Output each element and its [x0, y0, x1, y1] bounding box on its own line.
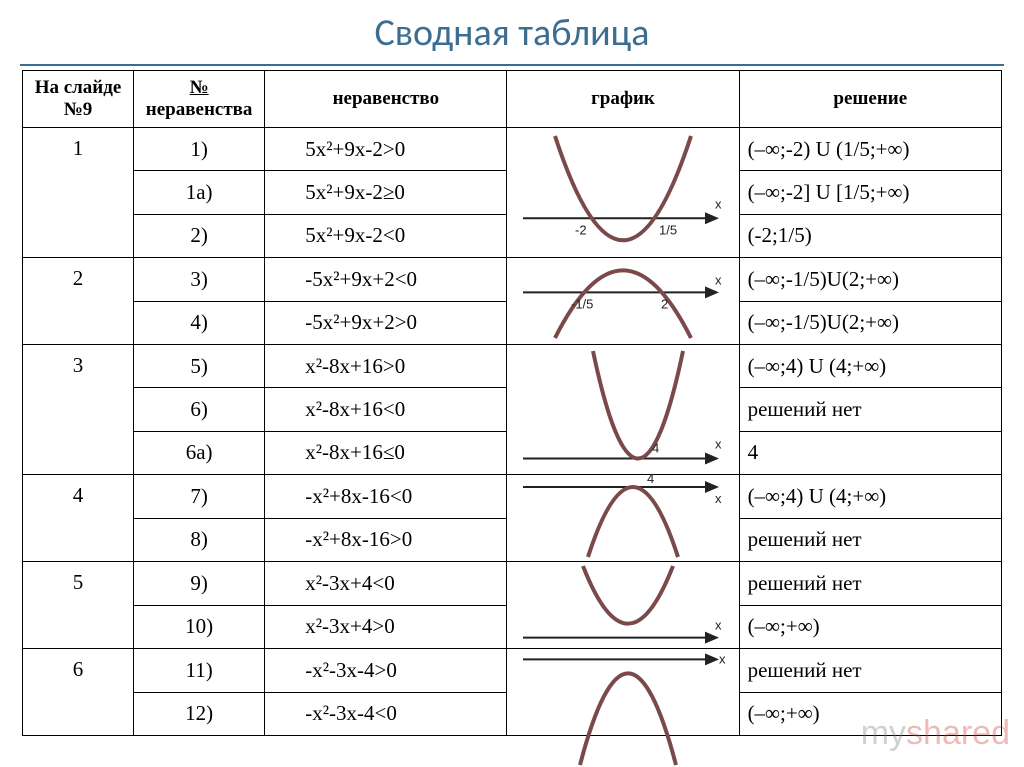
ineq-num-cell: 12) — [134, 692, 265, 736]
solution-cell: (-2;1/5) — [739, 214, 1001, 257]
solution-cell: решений нет — [739, 649, 1001, 693]
svg-text:x: x — [715, 272, 722, 287]
solution-cell: (–∞;4) U (4;+∞) — [739, 475, 1001, 519]
solution-cell: решений нет — [739, 562, 1001, 606]
solution-cell: (–∞;+∞) — [739, 605, 1001, 649]
ineq-num-cell: 1а) — [134, 171, 265, 214]
graph-cell: x — [507, 562, 739, 649]
ineq-num-cell: 1) — [134, 128, 265, 171]
col-ineq-num: №неравенства — [134, 71, 265, 128]
solution-cell: (–∞;4) U (4;+∞) — [739, 345, 1001, 388]
svg-text:x: x — [715, 196, 722, 211]
ineq-cell: x²-8x+16>0 — [265, 345, 507, 388]
graph-cell: x — [507, 649, 739, 736]
summary-table: На слайде№9 №неравенства неравенство гра… — [22, 70, 1002, 736]
solution-cell: (–∞;-1/5)U(2;+∞) — [739, 301, 1001, 345]
ineq-num-cell: 7) — [134, 475, 265, 519]
svg-text:4: 4 — [652, 441, 659, 456]
ineq-num-cell: 3) — [134, 258, 265, 302]
table-row: 23)-5x²+9x+2<0x-1/52 (–∞;-1/5)U(2;+∞) — [23, 258, 1002, 302]
header-row: На слайде№9 №неравенства неравенство гра… — [23, 71, 1002, 128]
ineq-cell: -5x²+9x+2>0 — [265, 301, 507, 345]
svg-text:x: x — [715, 437, 722, 452]
solution-cell: (–∞;-2) U (1/5;+∞) — [739, 128, 1001, 171]
ineq-cell: 5x²+9x-2>0 — [265, 128, 507, 171]
ineq-num-cell: 2) — [134, 214, 265, 257]
ineq-cell: -5x²+9x+2<0 — [265, 258, 507, 302]
page-title: Сводная таблица — [0, 0, 1024, 64]
slide-cell: 4 — [23, 475, 134, 562]
slide-cell: 2 — [23, 258, 134, 345]
ineq-cell: x²-8x+16<0 — [265, 388, 507, 431]
graph-cell: x -2 1/5 — [507, 128, 739, 258]
graph-cell: x -1/5 2 — [507, 258, 739, 345]
table-row: 11)5x²+9x-2>0x-21/5(–∞;-2) U (1/5;+∞) — [23, 128, 1002, 171]
col-solution: решение — [739, 71, 1001, 128]
ineq-num-cell: 6а) — [134, 431, 265, 474]
ineq-cell: -x²-3x-4<0 — [265, 692, 507, 736]
ineq-num-cell: 11) — [134, 649, 265, 693]
solution-cell: 4 — [739, 431, 1001, 474]
svg-text:x: x — [715, 491, 722, 506]
svg-text:4: 4 — [647, 471, 654, 486]
graph-cell: x4 — [507, 345, 739, 475]
solution-cell: (–∞;+∞) — [739, 692, 1001, 736]
col-slide: На слайде№9 — [23, 71, 134, 128]
solution-cell: (–∞;-1/5)U(2;+∞) — [739, 258, 1001, 302]
ineq-num-cell: 10) — [134, 605, 265, 649]
ineq-num-cell: 4) — [134, 301, 265, 345]
ineq-num-cell: 6) — [134, 388, 265, 431]
slide-cell: 6 — [23, 649, 134, 736]
slide-cell: 5 — [23, 562, 134, 649]
col-ineq: неравенство — [265, 71, 507, 128]
svg-text:x: x — [719, 651, 726, 666]
graph-cell: x4 — [507, 475, 739, 562]
ineq-cell: 5x²+9x-2≥0 — [265, 171, 507, 214]
col-graph: график — [507, 71, 739, 128]
solution-cell: решений нет — [739, 388, 1001, 431]
ineq-cell: -x²+8x-16<0 — [265, 475, 507, 519]
table-row: 47)-x²+8x-16<0x4(–∞;4) U (4;+∞) — [23, 475, 1002, 519]
table-row: 35)x²-8x+16>0x4(–∞;4) U (4;+∞) — [23, 345, 1002, 388]
ineq-cell: -x²-3x-4>0 — [265, 649, 507, 693]
svg-text:2: 2 — [661, 296, 668, 311]
slide-cell: 3 — [23, 345, 134, 475]
svg-text:x: x — [715, 618, 722, 633]
solution-cell: (–∞;-2] U [1/5;+∞) — [739, 171, 1001, 214]
ineq-cell: 5x²+9x-2<0 — [265, 214, 507, 257]
ineq-num-cell: 9) — [134, 562, 265, 606]
slide-cell: 1 — [23, 128, 134, 258]
ineq-cell: x²-8x+16≤0 — [265, 431, 507, 474]
ineq-num-cell: 8) — [134, 518, 265, 562]
ineq-num-cell: 5) — [134, 345, 265, 388]
ineq-cell: x²-3x+4<0 — [265, 562, 507, 606]
svg-text:-2: -2 — [575, 222, 587, 237]
ineq-cell: -x²+8x-16>0 — [265, 518, 507, 562]
svg-text:-1/5: -1/5 — [571, 296, 593, 311]
table-row: 611)-x²-3x-4>0xрешений нет — [23, 649, 1002, 693]
title-divider — [20, 64, 1004, 66]
solution-cell: решений нет — [739, 518, 1001, 562]
svg-text:1/5: 1/5 — [659, 222, 677, 237]
ineq-cell: x²-3x+4>0 — [265, 605, 507, 649]
table-row: 59)x²-3x+4<0xрешений нет — [23, 562, 1002, 606]
